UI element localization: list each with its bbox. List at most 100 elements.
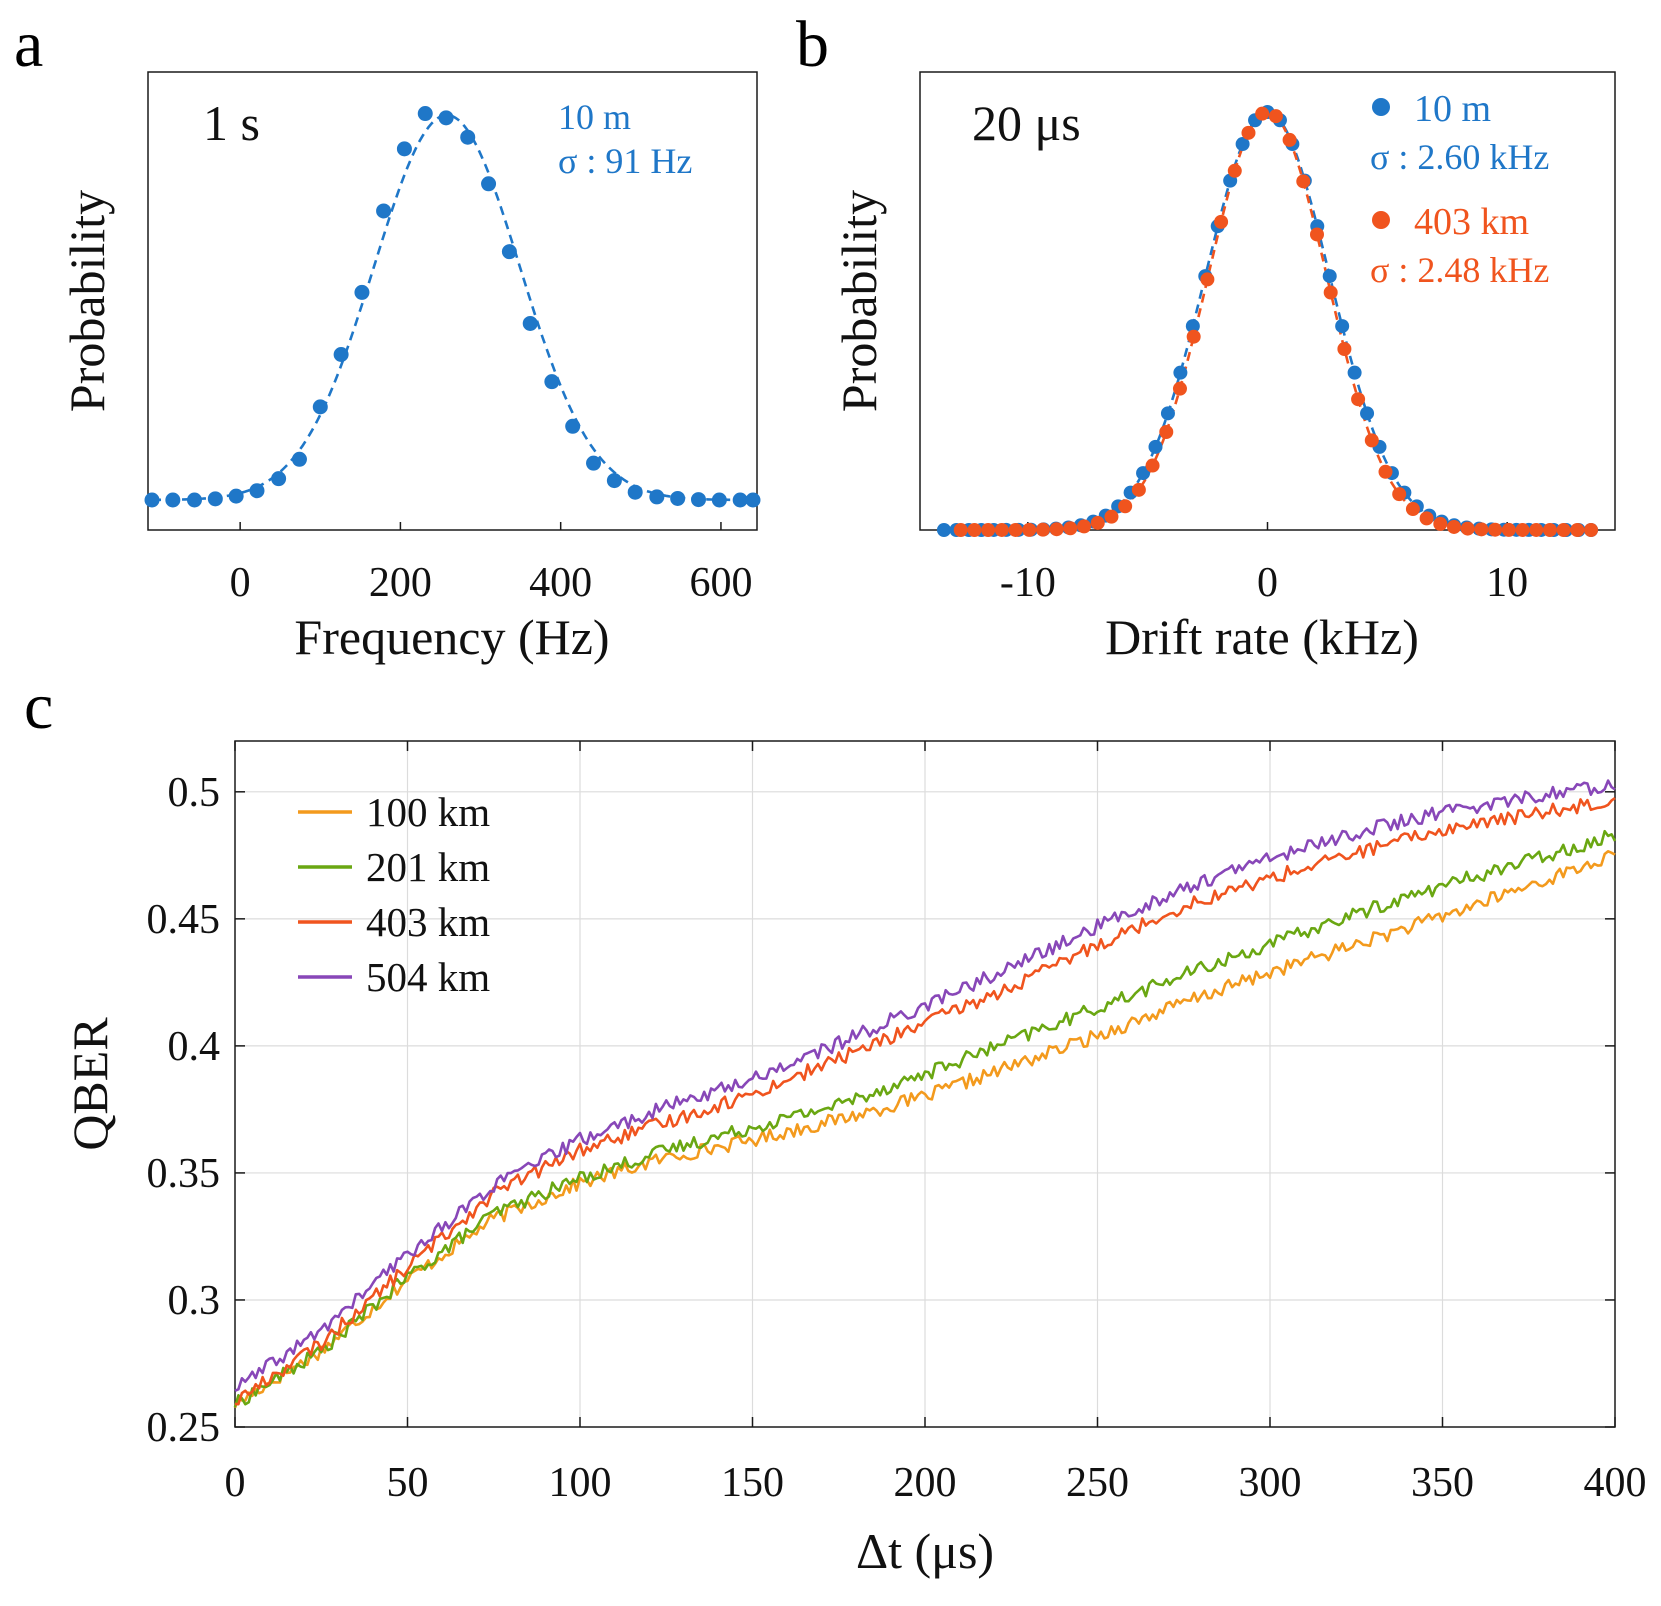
chart-b-point bbox=[1515, 522, 1530, 537]
chart-b-point bbox=[1160, 406, 1175, 421]
chart-a-point bbox=[544, 374, 560, 390]
chart-c-ytick-label: 0.45 bbox=[147, 897, 221, 943]
chart-b: -10 0 10 20 μs 10 m σ : 2.60 kHz 403 km σ … bbox=[831, 71, 1616, 665]
chart-a-point bbox=[481, 176, 497, 192]
chart-c-xtick-label: 250 bbox=[1066, 1460, 1129, 1506]
chart-b-point bbox=[953, 522, 968, 537]
chart-b-point bbox=[1200, 272, 1215, 287]
chart-b-point bbox=[1529, 522, 1544, 537]
chart-c-ytick-label: 0.3 bbox=[168, 1278, 221, 1324]
chart-a-point bbox=[501, 244, 517, 260]
chart-a-point bbox=[586, 455, 602, 471]
chart-b-point bbox=[1322, 269, 1337, 284]
chart-a-point bbox=[670, 490, 686, 506]
chart-b-point bbox=[1501, 522, 1516, 537]
chart-b-point bbox=[1118, 499, 1133, 514]
chart-c-lines bbox=[233, 779, 1617, 1409]
chart-b-xtick-label: -10 bbox=[1000, 560, 1056, 606]
chart-a-ticks: 0 200 400 600 bbox=[230, 522, 752, 606]
chart-b-legend-marker-403km bbox=[1372, 211, 1390, 229]
chart-b-point bbox=[1335, 319, 1350, 334]
chart-c-ticks: 0 50 100 150 200 250 300 350 400 0.25 0.3 0.35 0.4 0.… bbox=[147, 741, 1647, 1506]
chart-a-ylabel: Probability bbox=[59, 190, 115, 412]
chart-c-line-201km bbox=[233, 829, 1617, 1408]
chart-b-point bbox=[1022, 522, 1037, 537]
chart-c-line-403km bbox=[234, 797, 1616, 1406]
chart-b-point bbox=[1488, 522, 1503, 537]
chart-a-point bbox=[606, 473, 622, 489]
chart-b-point bbox=[1323, 285, 1338, 300]
chart-b-point bbox=[1136, 466, 1151, 481]
chart-b-point bbox=[1282, 132, 1297, 147]
chart-b-point bbox=[1235, 137, 1250, 152]
chart-c-xtick-label: 100 bbox=[549, 1460, 612, 1506]
chart-b-point bbox=[1255, 106, 1270, 121]
chart-b-point bbox=[1035, 522, 1050, 537]
chart-a-xtick-label: 600 bbox=[689, 560, 752, 606]
chart-b-point bbox=[1186, 329, 1201, 344]
chart-a-point bbox=[207, 491, 223, 507]
chart-c-ytick-label: 0.35 bbox=[147, 1151, 221, 1197]
chart-b-ylabel: Probability bbox=[831, 190, 887, 412]
chart-a-xtick-label: 200 bbox=[369, 560, 432, 606]
chart-c-grid bbox=[235, 741, 1615, 1427]
chart-a-point bbox=[460, 129, 476, 145]
chart-a-point bbox=[396, 141, 412, 157]
chart-a-point bbox=[354, 284, 370, 300]
panel-label-b: b bbox=[796, 8, 829, 81]
chart-a-point bbox=[144, 492, 160, 508]
chart-b-point bbox=[1378, 464, 1393, 479]
chart-b-legend-name-403km: 403 km bbox=[1414, 201, 1529, 243]
chart-b-point bbox=[1063, 521, 1078, 536]
chart-a-legend-sigma: σ : 91 Hz bbox=[558, 141, 692, 181]
chart-b-point bbox=[1268, 109, 1283, 124]
chart-b-point bbox=[1104, 509, 1119, 524]
chart-b-point bbox=[1347, 365, 1362, 380]
chart-c-ytick-label: 0.5 bbox=[168, 770, 221, 816]
chart-c-xtick-label: 0 bbox=[225, 1460, 246, 1506]
chart-a-point bbox=[565, 418, 581, 434]
chart-b-point bbox=[1159, 424, 1174, 439]
chart-a-frame bbox=[147, 71, 758, 531]
chart-a-point bbox=[522, 315, 538, 331]
chart-b-legend-marker-10m bbox=[1372, 98, 1390, 116]
chart-b-ticks: -10 0 10 bbox=[1000, 522, 1528, 606]
panel-label-a: a bbox=[14, 8, 43, 81]
chart-a-xtick-label: 400 bbox=[529, 560, 592, 606]
chart-b-xtick-label: 10 bbox=[1486, 560, 1528, 606]
chart-c-xtick-label: 400 bbox=[1584, 1460, 1647, 1506]
chart-b-point bbox=[1173, 365, 1188, 380]
chart-a-point bbox=[417, 106, 433, 122]
chart-b-point bbox=[1214, 214, 1229, 229]
chart-b-legend-sigma-403km: σ : 2.48 kHz bbox=[1370, 250, 1549, 290]
chart-b-point bbox=[1360, 406, 1375, 421]
chart-a-point bbox=[376, 203, 392, 219]
chart-b-point bbox=[994, 522, 1009, 537]
chart-a: 0 200 400 600 1 s 10 m σ : 91 Hz Frequency … bbox=[59, 71, 761, 665]
chart-b-inset-label: 20 μs bbox=[972, 95, 1081, 151]
chart-a-point bbox=[249, 483, 265, 499]
chart-a-inset-label: 1 s bbox=[203, 95, 260, 151]
chart-c-legend-label-100km: 100 km bbox=[366, 789, 490, 835]
chart-a-xlabel: Frequency (Hz) bbox=[294, 609, 609, 665]
chart-c-xtick-label: 50 bbox=[387, 1460, 429, 1506]
chart-b-point bbox=[1337, 342, 1352, 357]
chart-c-xtick-label: 350 bbox=[1411, 1460, 1474, 1506]
chart-b-point bbox=[1351, 392, 1366, 407]
chart-c-xtick-label: 300 bbox=[1239, 1460, 1302, 1506]
chart-b-point bbox=[1474, 522, 1489, 537]
chart-b-point bbox=[1008, 522, 1023, 537]
chart-b-point bbox=[1296, 174, 1311, 189]
chart-b-point bbox=[1584, 522, 1599, 537]
chart-a-point bbox=[333, 347, 349, 362]
chart-a-points bbox=[144, 106, 761, 508]
chart-c-xtick-label: 200 bbox=[894, 1460, 957, 1506]
chart-a-point bbox=[186, 492, 202, 508]
chart-a-point bbox=[649, 489, 665, 505]
chart-c-ytick-label: 0.4 bbox=[168, 1024, 221, 1070]
chart-c-legend-label-201km: 201 km bbox=[366, 844, 490, 890]
chart-a-point bbox=[291, 451, 307, 467]
chart-b-point bbox=[1185, 319, 1200, 334]
chart-b-point bbox=[1570, 522, 1585, 537]
chart-c-legend: 100 km 201 km 403 km 504 km bbox=[298, 789, 490, 1000]
